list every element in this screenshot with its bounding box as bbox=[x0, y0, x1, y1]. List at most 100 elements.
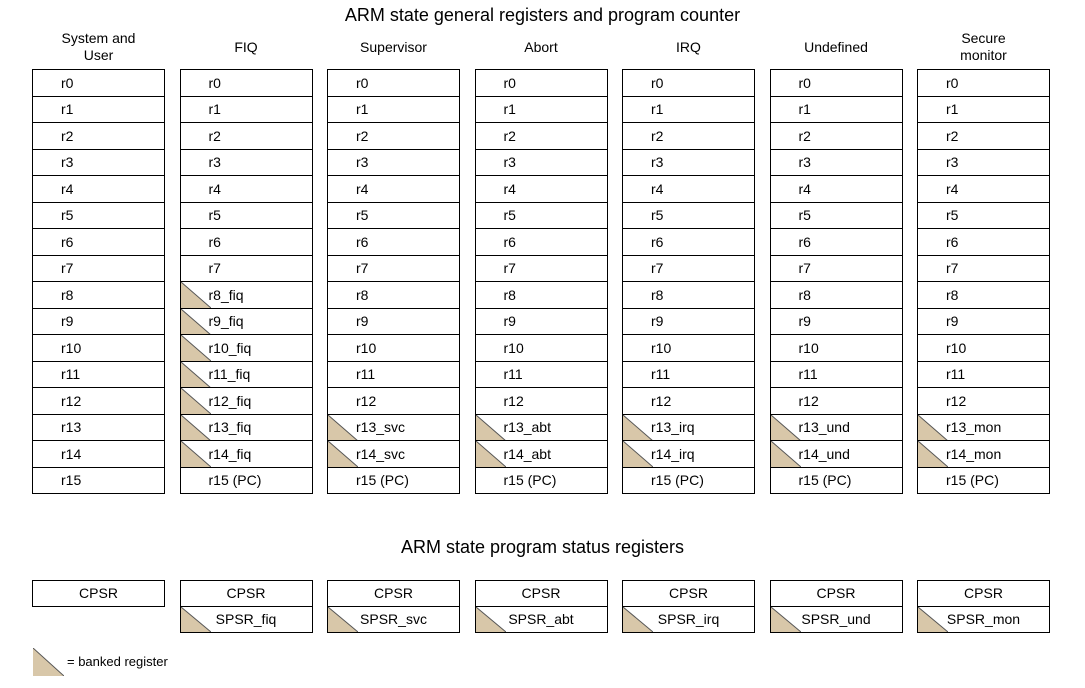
register-label: r12_fiq bbox=[208, 392, 252, 409]
register-label: r3 bbox=[61, 154, 74, 171]
cpsr-cell: CPSR bbox=[769, 580, 903, 607]
banked-register-cell: r13_und bbox=[769, 413, 903, 441]
register-cell: r0 bbox=[917, 69, 1050, 97]
register-label: r11 bbox=[798, 366, 818, 383]
banked-marker-icon bbox=[180, 606, 211, 632]
register-cell: r3 bbox=[179, 148, 313, 176]
register-label: r6 bbox=[946, 233, 959, 250]
register-label: r12 bbox=[356, 392, 377, 409]
register-cell: r1 bbox=[474, 95, 608, 123]
banked-register-cell: r14_mon bbox=[917, 440, 1050, 468]
cpsr-label: CPSR bbox=[816, 585, 856, 602]
banked-marker-icon bbox=[475, 441, 506, 467]
cpsr-cell: CPSR bbox=[622, 580, 755, 607]
banked-marker-icon bbox=[475, 414, 506, 441]
banked-marker-icon bbox=[770, 414, 801, 441]
register-cell: r6 bbox=[917, 228, 1050, 256]
cpsr-label: CPSR bbox=[521, 585, 561, 602]
diagram-title: ARM state general registers and program … bbox=[344, 5, 741, 25]
register-cell: r5 bbox=[474, 201, 608, 229]
register-label: r7 bbox=[208, 260, 221, 277]
register-cell: r7 bbox=[622, 254, 755, 282]
register-cell: r15 (PC) bbox=[474, 466, 608, 494]
banked-register-cell: r14_svc bbox=[327, 440, 460, 468]
register-cell: r2 bbox=[32, 122, 165, 150]
register-label: r4 bbox=[503, 180, 516, 197]
spsr-label: SPSR_abt bbox=[508, 611, 574, 627]
cpsr-label: CPSR bbox=[226, 585, 266, 602]
banked-marker-icon bbox=[328, 414, 358, 441]
banked-marker-icon bbox=[180, 308, 211, 335]
register-label: r0 bbox=[208, 74, 221, 91]
register-label: r14_irq bbox=[651, 445, 695, 462]
register-label: r9 bbox=[651, 313, 664, 330]
register-label: r9 bbox=[356, 313, 369, 330]
register-label: r15 (PC) bbox=[798, 472, 852, 489]
register-label: r3 bbox=[651, 154, 664, 171]
mode-header-line: Undefined bbox=[804, 38, 868, 55]
register-label: r5 bbox=[651, 207, 664, 224]
register-label: r14_svc bbox=[356, 445, 406, 462]
spsr-cell: SPSR_svc bbox=[327, 605, 460, 633]
register-cell: r0 bbox=[327, 69, 460, 97]
mode-header: Secure monitor bbox=[910, 28, 1057, 66]
register-label: r9 bbox=[946, 313, 959, 330]
register-cell: r10 bbox=[917, 334, 1050, 362]
register-cell: r2 bbox=[474, 122, 608, 150]
register-label: r0 bbox=[946, 74, 959, 91]
register-cell: r4 bbox=[769, 175, 903, 203]
register-cell: r0 bbox=[179, 69, 313, 97]
register-cell: r6 bbox=[769, 228, 903, 256]
register-cell: r6 bbox=[179, 228, 313, 256]
register-label: r8 bbox=[946, 286, 959, 303]
register-cell: r15 (PC) bbox=[327, 466, 460, 494]
register-label: r15 bbox=[61, 472, 82, 489]
register-label: r3 bbox=[356, 154, 369, 171]
register-label: r1 bbox=[503, 101, 516, 118]
mode-header-line: IRQ bbox=[676, 38, 701, 55]
register-label: r0 bbox=[356, 74, 369, 91]
register-label: r5 bbox=[503, 207, 516, 224]
register-label: r7 bbox=[356, 260, 369, 277]
register-label: r15 (PC) bbox=[208, 472, 262, 489]
register-label: r4 bbox=[208, 180, 221, 197]
banked-register-cell: r11_fiq bbox=[179, 360, 313, 388]
banked-register-cell: r13_fiq bbox=[179, 413, 313, 441]
register-cell: r4 bbox=[327, 175, 460, 203]
register-cell: r5 bbox=[917, 201, 1050, 229]
register-cell: r11 bbox=[32, 360, 165, 388]
register-cell: r9 bbox=[474, 307, 608, 335]
register-label: r9 bbox=[61, 313, 74, 330]
cpsr-label: CPSR bbox=[964, 585, 1003, 602]
register-label: r11 bbox=[651, 366, 671, 383]
register-label: r4 bbox=[356, 180, 369, 197]
register-label: r11 bbox=[946, 366, 966, 383]
register-label: r3 bbox=[208, 154, 221, 171]
register-label: r12 bbox=[651, 392, 672, 409]
register-cell: r3 bbox=[769, 148, 903, 176]
register-cell: r2 bbox=[327, 122, 460, 150]
register-cell: r1 bbox=[917, 95, 1050, 123]
register-cell: r6 bbox=[474, 228, 608, 256]
register-label: r12 bbox=[798, 392, 819, 409]
register-label: r10 bbox=[61, 339, 82, 356]
register-cell: r7 bbox=[32, 254, 165, 282]
register-cell: r3 bbox=[327, 148, 460, 176]
register-label: r4 bbox=[651, 180, 664, 197]
register-label: r13 bbox=[61, 419, 82, 436]
mode-header-line: monitor bbox=[960, 47, 1007, 63]
register-label: r4 bbox=[798, 180, 811, 197]
banked-marker-icon bbox=[623, 441, 653, 467]
banked-marker-icon bbox=[918, 441, 948, 467]
banked-marker-icon bbox=[180, 282, 211, 308]
register-cell: r10 bbox=[622, 334, 755, 362]
register-label: r8 bbox=[503, 286, 516, 303]
banked-marker-icon bbox=[180, 335, 211, 361]
banked-register-cell: r14_und bbox=[769, 440, 903, 468]
register-cell: r11 bbox=[474, 360, 608, 388]
register-cell: r5 bbox=[32, 201, 165, 229]
register-label: r0 bbox=[503, 74, 516, 91]
register-label: r3 bbox=[946, 154, 959, 171]
cpsr-label: CPSR bbox=[79, 585, 118, 602]
mode-header-line: Abort bbox=[524, 38, 558, 55]
